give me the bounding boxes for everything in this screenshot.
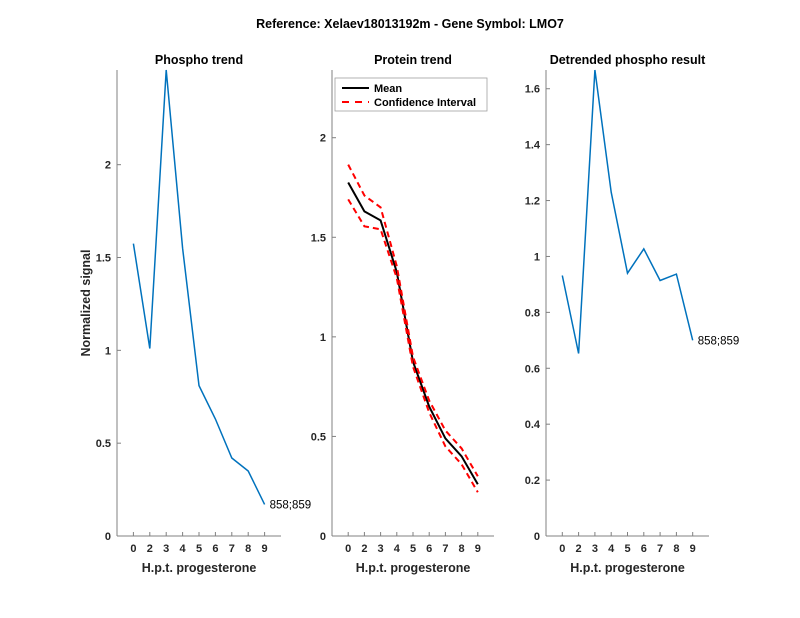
series-line-phospho [132,69,266,505]
series-line-detrended [561,69,694,354]
x-axis-title: H.p.t. progesterone [356,561,471,575]
y-tick-label: 1.4 [525,140,541,152]
x-tick-label: 2 [361,543,367,555]
x-tick-label: 6 [426,543,432,555]
x-tick-label: 2 [576,543,582,555]
x-tick-label: 2 [147,543,153,555]
point-annotation: 858;859 [698,335,740,347]
x-tick-label: 8 [673,543,679,555]
y-tick-label: 1.5 [96,253,111,265]
y-tick-label: 1.2 [525,196,540,208]
x-tick-label: 0 [559,543,565,555]
y-tick-label: 0.6 [525,363,540,375]
x-tick-label: 8 [459,543,465,555]
y-tick-label: 0.5 [311,431,326,443]
y-tick-label: 0 [320,531,326,543]
legend-entry-mean: Mean [374,83,402,95]
x-tick-label: 0 [345,543,351,555]
x-tick-label: 4 [608,543,615,555]
x-tick-label: 0 [130,543,136,555]
series-line-confidence-interval-lower [347,198,479,493]
x-tick-label: 7 [229,543,235,555]
figure-title: Reference: Xelaev18013192m - Gene Symbol… [256,17,564,31]
x-tick-label: 3 [592,543,598,555]
x-tick-label: 5 [410,543,416,555]
y-tick-label: 0.5 [96,438,111,450]
x-axis-title: H.p.t. progesterone [142,561,257,575]
x-tick-label: 9 [262,543,268,555]
x-tick-label: 5 [196,543,202,555]
x-tick-label: 3 [163,543,169,555]
x-axis-title: H.p.t. progesterone [570,561,685,575]
legend-box [334,77,488,112]
legend-entry-confidence-interval: Confidence Interval [374,97,476,109]
y-tick-label: 0.2 [525,475,540,487]
x-tick-label: 9 [475,543,481,555]
subplot-detrended-phospho-result: 00.20.40.60.811.21.41.60 2 3 4 5 6 7 8 9Detrende… [525,53,740,575]
y-tick-label: 0.8 [525,307,540,319]
y-tick-label: 1.6 [525,84,540,96]
x-tick-label: 7 [657,543,663,555]
x-tick-label: 4 [394,543,401,555]
x-tick-label: 8 [245,543,251,555]
subplot-title: Protein trend [374,53,452,67]
y-tick-label: 1.5 [311,232,326,244]
x-tick-label: 5 [624,543,630,555]
series-line-confidence-interval-upper [347,164,479,477]
y-tick-label: 0.4 [525,419,541,431]
y-axis-title: Normalized signal [79,250,93,357]
x-tick-label: 6 [641,543,647,555]
y-tick-label: 0 [105,531,111,543]
y-tick-label: 0 [534,531,540,543]
y-tick-label: 1 [105,345,111,357]
x-tick-label: 6 [212,543,218,555]
x-tick-label: 7 [442,543,448,555]
y-tick-label: 1 [320,332,326,344]
y-tick-label: 2 [105,160,111,172]
subplot-title: Detrended phospho result [550,53,706,67]
subplot-title: Phospho trend [155,53,243,67]
x-tick-label: 4 [180,543,187,555]
y-tick-label: 2 [320,133,326,145]
x-tick-label: 9 [690,543,696,555]
point-annotation: 858;859 [270,499,312,511]
y-tick-label: 1 [534,251,540,263]
x-tick-label: 3 [378,543,384,555]
legend: Mean Confidence Interval [334,77,488,112]
